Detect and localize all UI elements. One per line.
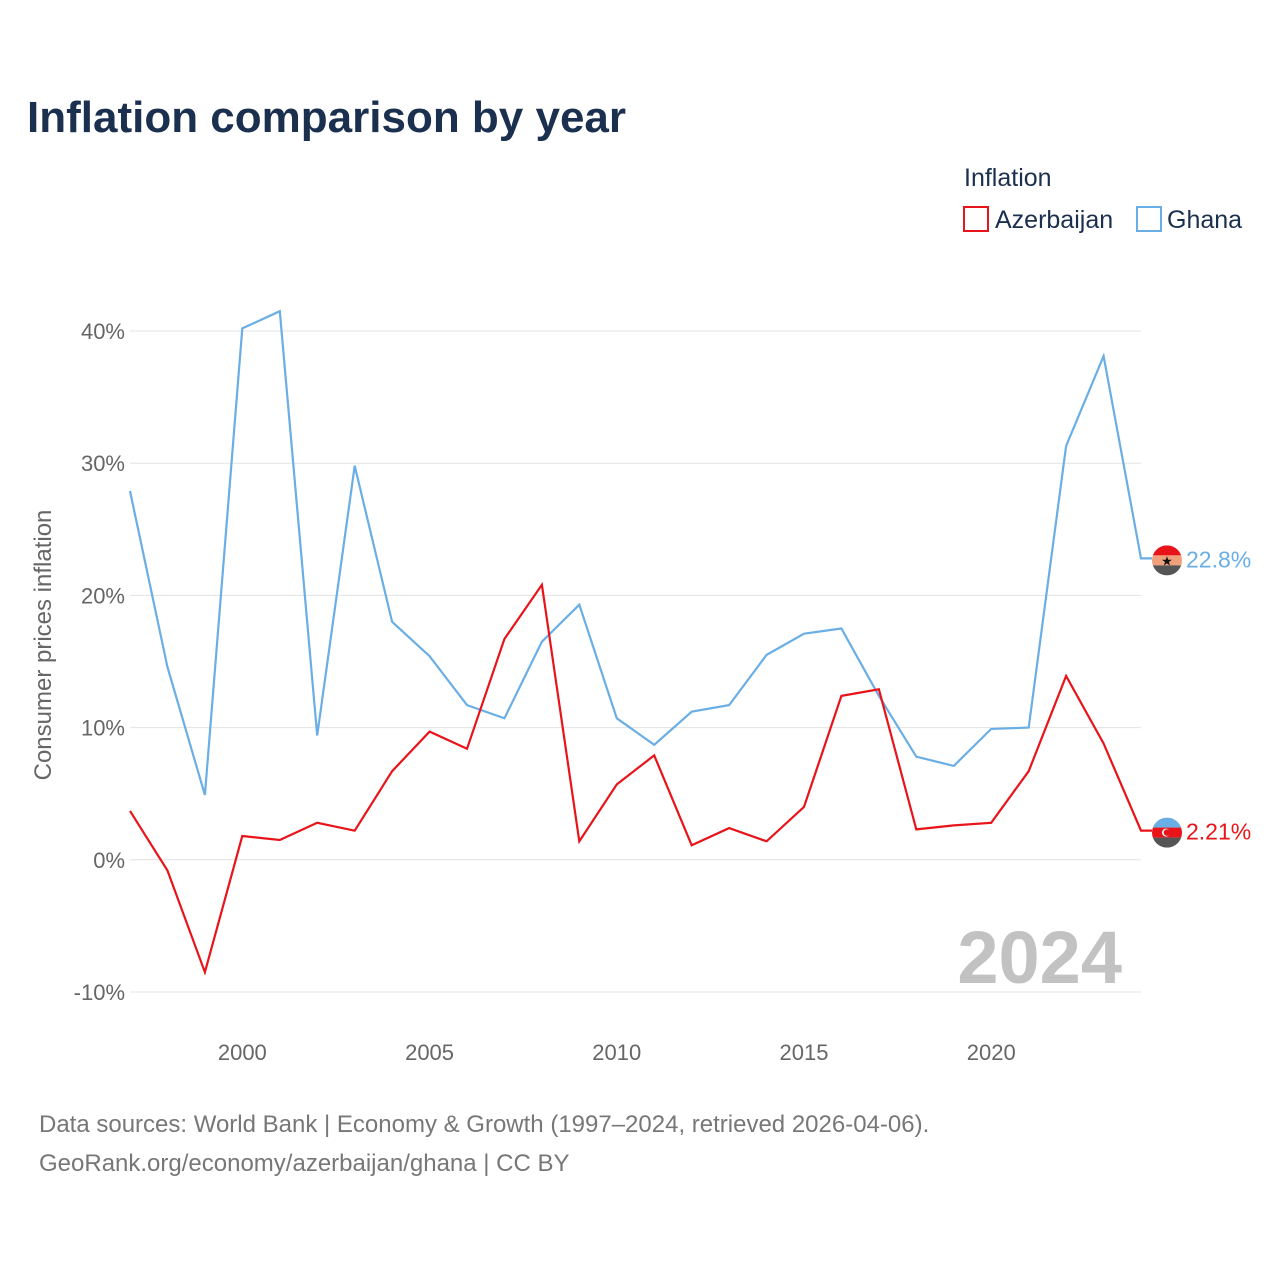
legend: Inflation Azerbaijan Ghana [963, 164, 1242, 234]
grid [130, 330, 1141, 993]
source-line-2[interactable]: GeoRank.org/economy/azerbaijan/ghana | C… [39, 1150, 570, 1177]
y-tick-label: 0% [93, 848, 125, 873]
x-tick-label: 2010 [592, 1040, 641, 1065]
legend-swatch-azerbaijan [963, 206, 989, 232]
svg-text:★: ★ [1161, 553, 1173, 568]
legend-swatch-ghana [1136, 206, 1162, 232]
y-axis-ticks: -10% 0% 10% 20% 30% 40% [74, 319, 125, 1005]
legend-item-ghana[interactable]: Ghana [1136, 206, 1242, 234]
legend-title: Inflation [964, 164, 1052, 192]
y-tick-label: 30% [81, 451, 125, 476]
y-tick-label: -10% [74, 980, 125, 1005]
y-tick-label: 20% [81, 583, 125, 608]
y-tick-label: 10% [81, 716, 125, 741]
y-axis-label: Consumer prices inflation [30, 510, 57, 781]
x-tick-label: 2000 [218, 1040, 267, 1065]
x-axis-ticks: 2000 2005 2010 2015 2020 [218, 1040, 1016, 1065]
x-tick-label: 2020 [967, 1040, 1016, 1065]
legend-label-azerbaijan: Azerbaijan [995, 206, 1113, 234]
series-line-azerbaijan [129, 581, 1152, 976]
series [128, 309, 1152, 976]
x-tick-label: 2015 [780, 1040, 829, 1065]
end-label-azerbaijan: 2.21% [1186, 819, 1251, 845]
legend-label-ghana: Ghana [1167, 206, 1242, 234]
source-line-1: Data sources: World Bank | Economy & Gro… [39, 1111, 929, 1138]
x-tick-label: 2005 [405, 1040, 454, 1065]
series-line-ghana [128, 309, 1152, 796]
chart-title: Inflation comparison by year [27, 93, 626, 142]
end-labels: ★ 22.8% 2.21% [1152, 545, 1251, 848]
ghana-flag-icon: ★ [1152, 545, 1182, 576]
azerbaijan-flag-icon [1152, 817, 1182, 848]
end-label-ghana: 22.8% [1186, 546, 1251, 572]
legend-item-azerbaijan[interactable]: Azerbaijan [963, 206, 1113, 234]
year-watermark: 2024 [957, 916, 1122, 999]
y-tick-label: 40% [81, 319, 125, 344]
